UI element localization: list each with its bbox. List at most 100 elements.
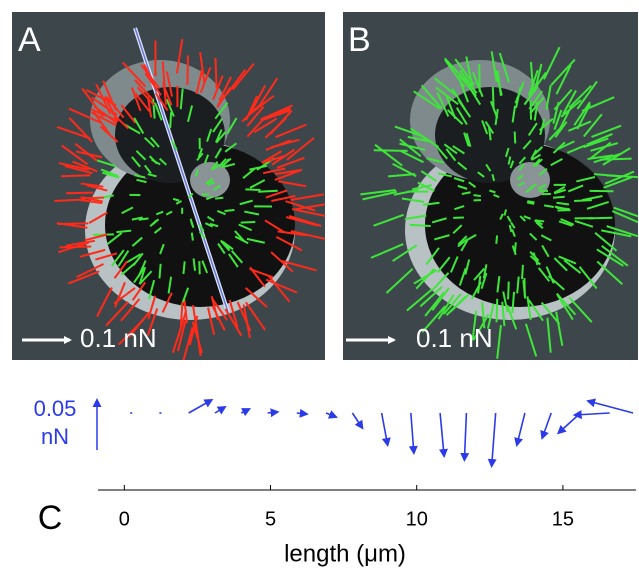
force-arrow bbox=[527, 200, 535, 204]
force-vector bbox=[408, 412, 418, 455]
force-arrow bbox=[182, 326, 194, 360]
force-arrow bbox=[120, 104, 137, 124]
x-tick-label: 5 bbox=[265, 508, 276, 530]
force-arrow bbox=[56, 126, 91, 140]
force-arrow bbox=[197, 147, 204, 158]
force-vector bbox=[380, 412, 391, 447]
force-arrow bbox=[126, 253, 142, 264]
force-arrow bbox=[431, 217, 447, 224]
force-arrow bbox=[245, 301, 266, 331]
force-arrow bbox=[131, 236, 143, 247]
force-arrow bbox=[100, 168, 119, 177]
force-arrow bbox=[521, 264, 524, 280]
force-arrow bbox=[138, 260, 147, 276]
force-arrow bbox=[214, 147, 223, 159]
force-arrow bbox=[270, 138, 300, 149]
force-arrow bbox=[453, 177, 465, 183]
force-arrow bbox=[291, 208, 325, 217]
force-arrow bbox=[436, 256, 451, 274]
force-arrow bbox=[508, 224, 513, 233]
force-arrow bbox=[260, 109, 291, 122]
force-arrow bbox=[212, 184, 221, 191]
force-arrow bbox=[529, 251, 540, 262]
panel-image bbox=[343, 12, 638, 360]
force-arrow bbox=[421, 305, 447, 333]
force-arrow bbox=[131, 281, 147, 301]
force-arrow bbox=[234, 235, 249, 245]
force-arrow bbox=[113, 260, 128, 279]
force-arrow bbox=[568, 296, 593, 323]
force-arrow bbox=[477, 171, 485, 178]
force-arrow bbox=[552, 195, 565, 199]
force-arrow bbox=[553, 257, 568, 272]
force-arrow bbox=[66, 191, 94, 195]
force-arrow bbox=[555, 311, 564, 347]
force-arrow bbox=[271, 195, 296, 202]
force-arrow bbox=[189, 218, 194, 226]
force-arrow bbox=[534, 219, 543, 226]
x-tick-label: 10 bbox=[406, 508, 428, 530]
force-arrow bbox=[228, 299, 239, 328]
force-arrow bbox=[574, 219, 594, 228]
force-arrow bbox=[506, 215, 512, 223]
force-arrow bbox=[205, 179, 214, 185]
force-arrow bbox=[72, 160, 98, 173]
force-arrow bbox=[516, 276, 520, 294]
force-arrow bbox=[533, 63, 543, 93]
force-arrow bbox=[433, 77, 459, 98]
force-arrow bbox=[195, 68, 204, 95]
force-arrow bbox=[215, 131, 227, 144]
force-arrow bbox=[133, 117, 145, 135]
force-arrow bbox=[111, 249, 125, 267]
force-arrow bbox=[560, 99, 582, 118]
force-arrow bbox=[278, 180, 307, 188]
scale-label: 0.1 nN bbox=[80, 323, 157, 353]
force-arrow bbox=[498, 52, 510, 83]
force-arrow bbox=[511, 105, 517, 123]
force-arrow bbox=[360, 189, 396, 196]
force-arrow bbox=[420, 170, 438, 182]
force-arrow bbox=[245, 95, 259, 121]
force-arrow bbox=[457, 235, 468, 246]
force-arrow bbox=[96, 287, 113, 318]
force-arrow bbox=[552, 141, 566, 154]
force-arrow bbox=[489, 189, 496, 194]
force-arrow bbox=[253, 117, 278, 134]
force-arrow bbox=[215, 196, 224, 200]
force-arrow bbox=[558, 110, 571, 131]
force-arrow bbox=[581, 96, 615, 112]
force-arrow bbox=[527, 299, 544, 322]
force-arrow bbox=[192, 305, 198, 331]
force-arrow bbox=[224, 209, 235, 213]
force-arrow bbox=[246, 119, 264, 138]
force-arrow bbox=[484, 121, 495, 135]
force-arrow bbox=[79, 248, 106, 258]
force-arrow bbox=[231, 250, 244, 264]
force-arrow bbox=[214, 102, 229, 120]
force-arrow bbox=[95, 83, 112, 115]
force-arrow bbox=[503, 209, 507, 216]
force-arrow bbox=[506, 304, 518, 330]
force-arrow bbox=[443, 143, 458, 155]
force-arrow bbox=[573, 101, 591, 126]
force-arrow bbox=[175, 200, 182, 205]
force-arrow bbox=[152, 98, 156, 119]
force-arrow bbox=[507, 156, 512, 165]
force-arrow bbox=[206, 128, 213, 142]
panel-label: A bbox=[18, 21, 41, 59]
force-arrow bbox=[269, 110, 293, 135]
force-arrow bbox=[388, 173, 416, 178]
force-arrow bbox=[169, 112, 173, 129]
force-arrow bbox=[136, 86, 156, 106]
force-arrow bbox=[485, 163, 492, 172]
force-arrow bbox=[261, 155, 285, 164]
force-arrow bbox=[587, 154, 614, 160]
force-arrow bbox=[143, 136, 155, 148]
force-arrow bbox=[275, 235, 303, 252]
force-arrow bbox=[188, 315, 199, 346]
force-arrow bbox=[57, 241, 90, 254]
force-arrow bbox=[132, 252, 144, 267]
force-arrow bbox=[504, 147, 510, 158]
force-arrow bbox=[205, 222, 214, 228]
